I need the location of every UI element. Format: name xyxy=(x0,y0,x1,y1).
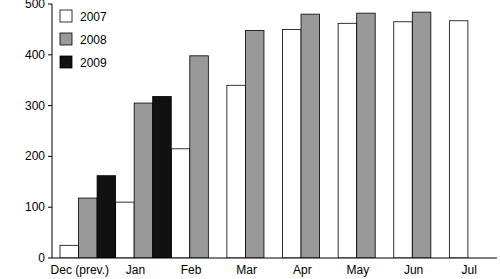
y-axis xyxy=(52,4,53,258)
bar xyxy=(412,12,431,258)
legend-label: 2009 xyxy=(80,56,107,70)
bar xyxy=(357,13,376,258)
bar xyxy=(134,103,153,258)
legend-swatch xyxy=(60,10,72,22)
bar xyxy=(283,29,302,258)
y-tick xyxy=(48,258,52,259)
y-tick xyxy=(48,207,52,208)
x-tick-label: Dec (prev.) xyxy=(51,263,109,277)
y-tick-label: 400 xyxy=(25,48,45,62)
y-tick xyxy=(48,54,52,55)
x-tick-label: Mar xyxy=(236,263,257,277)
bar xyxy=(301,14,320,258)
y-tick-label: 100 xyxy=(25,200,45,214)
bar xyxy=(338,23,357,258)
bar xyxy=(97,176,116,258)
x-tick-label: Jun xyxy=(404,263,423,277)
y-tick-label: 200 xyxy=(25,149,45,163)
x-tick-label: May xyxy=(347,263,370,277)
bar xyxy=(116,202,135,258)
x-tick-label: Apr xyxy=(293,263,312,277)
bar xyxy=(79,198,98,258)
x-tick-label: Feb xyxy=(181,263,202,277)
bar xyxy=(60,245,79,258)
x-tick-label: Jul xyxy=(462,263,477,277)
y-tick-label: 300 xyxy=(25,99,45,113)
bar xyxy=(245,30,264,258)
x-axis xyxy=(52,258,497,259)
bar xyxy=(227,85,246,258)
legend-label: 2008 xyxy=(80,33,107,47)
x-tick-label: Jan xyxy=(126,263,145,277)
bar xyxy=(449,21,468,258)
bar xyxy=(171,149,190,258)
bar xyxy=(153,96,172,258)
y-tick-label: 500 xyxy=(25,0,45,11)
chart: 0 100 200 300 400 500 Dec (prev.) Jan Feb Mar Apr M… xyxy=(0,0,500,279)
y-tick xyxy=(48,156,52,157)
y-tick xyxy=(48,4,52,5)
y-tick xyxy=(48,105,52,106)
legend-label: 2007 xyxy=(80,10,107,24)
bars xyxy=(60,12,468,258)
bar xyxy=(190,56,209,258)
bar xyxy=(394,22,413,258)
legend-swatch xyxy=(60,33,72,45)
y-tick-label: 0 xyxy=(38,251,45,265)
legend-swatch xyxy=(60,56,72,68)
